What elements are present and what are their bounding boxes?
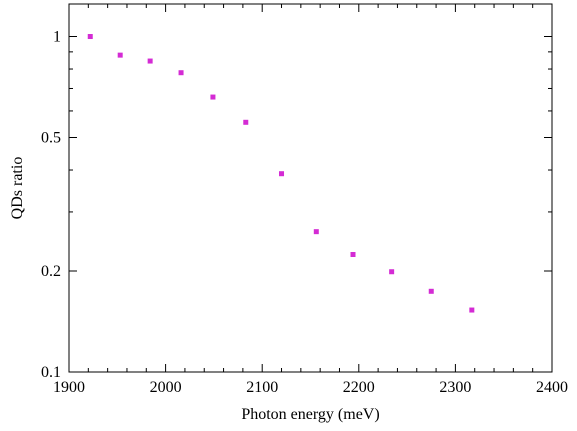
y-axis-label: QDs ratio bbox=[9, 157, 26, 220]
data-point bbox=[469, 307, 475, 313]
data-point bbox=[87, 34, 93, 40]
y-tick-label: 1 bbox=[53, 29, 61, 46]
data-point bbox=[243, 119, 249, 125]
data-point bbox=[178, 70, 184, 76]
data-point bbox=[313, 229, 319, 235]
data-point bbox=[210, 94, 216, 100]
x-tick-label: 2400 bbox=[536, 379, 568, 396]
x-tick-label: 2000 bbox=[150, 379, 182, 396]
y-tick-label: 0.5 bbox=[41, 130, 61, 147]
data-point bbox=[428, 288, 434, 294]
x-tick-label: 2200 bbox=[343, 379, 375, 396]
data-point bbox=[117, 52, 123, 58]
x-axis-label: Photon energy (meV) bbox=[241, 406, 379, 423]
data-point bbox=[147, 58, 153, 64]
data-point bbox=[389, 269, 395, 275]
minor-ticks bbox=[69, 4, 552, 372]
data-point bbox=[350, 251, 356, 257]
y-tick-label: 0.2 bbox=[41, 263, 61, 280]
major-ticks bbox=[68, 4, 553, 373]
x-tick-labels: 1900 2000 2100 2200 2300 2400 bbox=[53, 379, 568, 396]
y-tick-label: 0.1 bbox=[41, 364, 61, 381]
x-tick-label: 2300 bbox=[439, 379, 471, 396]
y-tick-labels: 0.1 0.2 0.5 1 bbox=[41, 29, 61, 381]
x-tick-label: 1900 bbox=[53, 379, 85, 396]
plot-frame bbox=[68, 3, 553, 373]
data-point bbox=[279, 171, 285, 177]
x-tick-label: 2100 bbox=[246, 379, 278, 396]
data-points bbox=[87, 34, 475, 313]
